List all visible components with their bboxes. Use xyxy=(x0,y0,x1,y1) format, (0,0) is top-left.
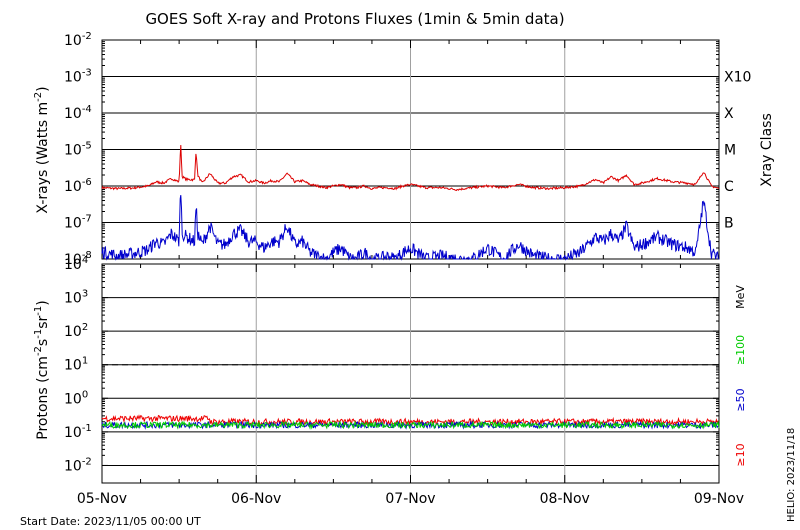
energy-label: MeV xyxy=(734,285,747,309)
xray-panel: 10-2 10-3 10-4 10-5 10-6 10-7 10-8 X10 X M C B xyxy=(64,31,751,268)
y-tick-label: 10-5 xyxy=(64,141,92,159)
short_xray-line xyxy=(101,195,720,261)
xray-class-b: B xyxy=(724,216,734,232)
y-tick-label: 10-6 xyxy=(64,177,92,195)
y-tick-label: 104 xyxy=(64,255,88,273)
xray-class-x: X xyxy=(724,106,734,122)
y-tick-label: 10-1 xyxy=(64,423,92,441)
y-tick-label: 10-4 xyxy=(64,104,92,122)
chart-title: GOES Soft X-ray and Protons Fluxes (1min… xyxy=(145,10,564,28)
xray-ylabel: X-rays (Watts m-2) xyxy=(33,86,51,213)
p100-line xyxy=(101,420,720,430)
xray-class-x10: X10 xyxy=(724,70,751,86)
y-tick-label: 101 xyxy=(64,356,88,374)
xray-class-c: C xyxy=(724,179,734,195)
y-tick-label: 103 xyxy=(64,289,88,307)
x-tick-label: 06-Nov xyxy=(231,491,281,507)
energy-label: ≥100 xyxy=(734,335,747,365)
xray-class-m: M xyxy=(724,143,736,159)
p10-line xyxy=(101,414,720,427)
y-tick-label: 10-2 xyxy=(64,456,92,474)
helio-label: HELIO: 2023/11/18 xyxy=(786,428,797,522)
y-tick-label: 10-8 xyxy=(64,250,92,268)
energy-label: ≥50 xyxy=(734,388,747,411)
x-tick-label: 09-Nov xyxy=(694,491,744,507)
y-tick-label: 102 xyxy=(64,322,88,340)
xray-class-label: Xray Class xyxy=(759,113,775,187)
long_xray-line xyxy=(101,144,720,192)
plot-frame xyxy=(101,263,720,484)
y-tick-label: 100 xyxy=(64,389,88,407)
y-tick-label: 10-2 xyxy=(64,31,92,49)
x-tick-label: 05-Nov xyxy=(77,491,127,507)
start-date-label: Start Date: 2023/11/05 00:00 UT xyxy=(20,515,201,528)
x-tick-label: 07-Nov xyxy=(385,491,435,507)
y-tick-label: 10-7 xyxy=(64,214,92,232)
proton-ylabel: Protons (cm-2s-1sr-1) xyxy=(33,300,51,439)
x-tick-label: 08-Nov xyxy=(540,491,590,507)
energy-label: ≥10 xyxy=(734,443,747,466)
proton-panel: 104 103 102 101 100 10-1 10-2 MeV ≥100 ≥50 ≥10 xyxy=(64,255,747,484)
plot-frame xyxy=(101,39,720,260)
y-tick-label: 10-3 xyxy=(64,68,92,86)
